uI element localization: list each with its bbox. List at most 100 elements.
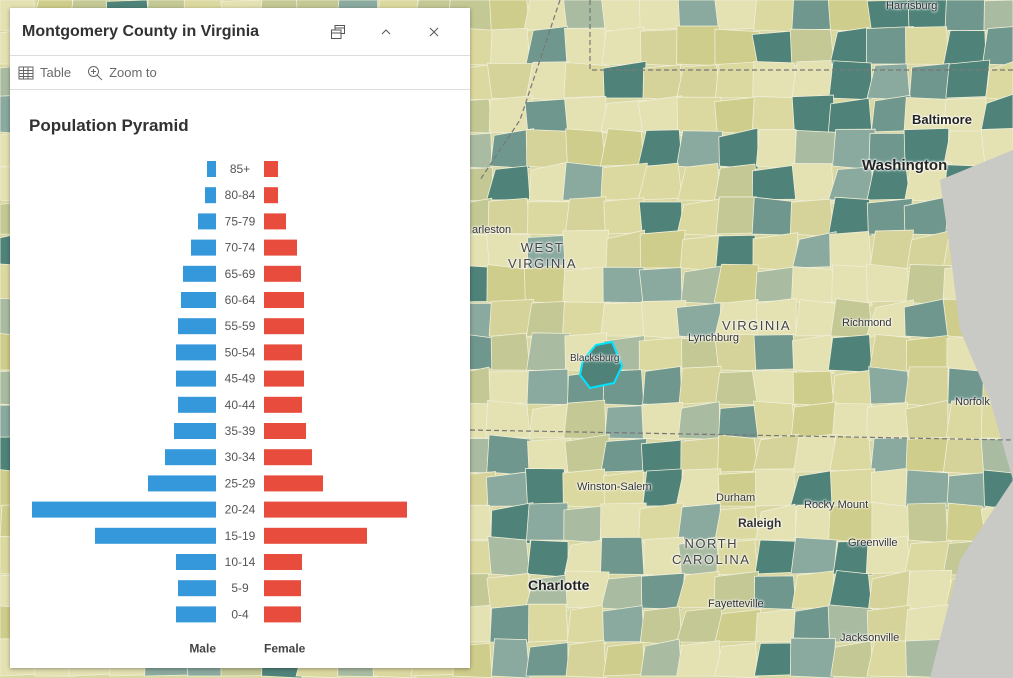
county-shape[interactable] bbox=[715, 61, 759, 99]
county-shape[interactable] bbox=[827, 0, 873, 32]
county-shape[interactable] bbox=[675, 606, 723, 643]
county-shape[interactable] bbox=[676, 25, 721, 67]
county-shape[interactable] bbox=[714, 608, 762, 643]
county-shape[interactable] bbox=[753, 334, 797, 371]
county-shape[interactable] bbox=[564, 27, 607, 69]
county-shape[interactable] bbox=[718, 127, 759, 170]
county-shape[interactable] bbox=[827, 97, 873, 135]
county-shape[interactable] bbox=[600, 536, 645, 575]
female-bar[interactable] bbox=[264, 213, 286, 230]
county-shape[interactable] bbox=[603, 197, 645, 235]
male-bar[interactable] bbox=[205, 187, 216, 204]
county-shape[interactable] bbox=[755, 608, 797, 643]
county-shape[interactable] bbox=[717, 434, 759, 473]
female-bar[interactable] bbox=[264, 396, 302, 413]
county-shape[interactable] bbox=[523, 0, 571, 31]
county-shape[interactable] bbox=[564, 96, 607, 134]
female-bar[interactable] bbox=[264, 265, 301, 282]
county-shape[interactable] bbox=[827, 334, 873, 373]
female-bar[interactable] bbox=[264, 187, 278, 204]
county-shape[interactable] bbox=[488, 371, 532, 405]
female-bar[interactable] bbox=[264, 161, 278, 177]
county-shape[interactable] bbox=[489, 0, 531, 32]
county-shape[interactable] bbox=[791, 60, 835, 100]
county-shape[interactable] bbox=[829, 231, 873, 271]
county-shape[interactable] bbox=[866, 63, 911, 101]
county-shape[interactable] bbox=[599, 128, 645, 167]
county-shape[interactable] bbox=[528, 161, 569, 203]
county-shape[interactable] bbox=[714, 370, 759, 406]
county-shape[interactable] bbox=[866, 637, 912, 678]
county-shape[interactable] bbox=[566, 604, 607, 644]
county-shape[interactable] bbox=[485, 471, 531, 507]
county-shape[interactable] bbox=[677, 0, 721, 31]
county-shape[interactable] bbox=[601, 26, 645, 66]
county-shape[interactable] bbox=[490, 332, 531, 371]
county-shape[interactable] bbox=[526, 368, 569, 405]
county-shape[interactable] bbox=[832, 540, 874, 576]
county-shape[interactable] bbox=[982, 26, 1013, 66]
county-shape[interactable] bbox=[866, 263, 911, 303]
zoom-to-button[interactable]: Zoom to bbox=[87, 65, 157, 81]
male-bar[interactable] bbox=[174, 423, 216, 439]
county-shape[interactable] bbox=[602, 642, 645, 677]
montgomery-county-highlight[interactable] bbox=[578, 340, 624, 390]
county-shape[interactable] bbox=[526, 539, 569, 578]
county-shape[interactable] bbox=[828, 60, 873, 101]
county-shape[interactable] bbox=[637, 129, 683, 167]
county-shape[interactable] bbox=[486, 62, 533, 102]
county-shape[interactable] bbox=[486, 572, 531, 609]
county-shape[interactable] bbox=[641, 401, 683, 442]
male-bar[interactable] bbox=[178, 318, 216, 335]
county-shape[interactable] bbox=[755, 129, 797, 170]
close-button[interactable] bbox=[410, 12, 458, 52]
female-bar[interactable] bbox=[264, 475, 323, 492]
county-shape[interactable] bbox=[524, 98, 569, 133]
county-shape[interactable] bbox=[871, 501, 911, 541]
county-shape[interactable] bbox=[488, 298, 535, 339]
county-shape[interactable] bbox=[600, 301, 647, 337]
female-bar[interactable] bbox=[264, 292, 304, 308]
county-shape[interactable] bbox=[715, 196, 759, 235]
male-bar[interactable] bbox=[178, 580, 216, 597]
female-bar[interactable] bbox=[264, 423, 306, 439]
county-shape[interactable] bbox=[639, 0, 683, 31]
county-shape[interactable] bbox=[563, 62, 610, 99]
county-shape[interactable] bbox=[871, 468, 911, 507]
county-shape[interactable] bbox=[751, 369, 797, 406]
female-bar[interactable] bbox=[264, 370, 304, 387]
table-button[interactable]: Table bbox=[18, 65, 71, 80]
collapse-button[interactable] bbox=[362, 12, 410, 52]
county-shape[interactable] bbox=[752, 61, 797, 99]
county-shape[interactable] bbox=[487, 536, 531, 578]
county-shape[interactable] bbox=[525, 26, 569, 68]
county-shape[interactable] bbox=[792, 334, 835, 375]
county-shape[interactable] bbox=[677, 163, 721, 201]
county-shape[interactable] bbox=[791, 94, 835, 134]
county-shape[interactable] bbox=[489, 603, 534, 644]
county-shape[interactable] bbox=[642, 366, 683, 407]
county-shape[interactable] bbox=[905, 436, 951, 473]
county-shape[interactable] bbox=[944, 0, 987, 34]
county-shape[interactable] bbox=[791, 163, 835, 205]
county-shape[interactable] bbox=[640, 572, 685, 610]
county-shape[interactable] bbox=[791, 570, 835, 609]
county-shape[interactable] bbox=[638, 201, 683, 235]
county-shape[interactable] bbox=[490, 128, 535, 169]
county-shape[interactable] bbox=[945, 59, 991, 99]
county-shape[interactable] bbox=[754, 539, 798, 575]
county-shape[interactable] bbox=[831, 264, 873, 307]
male-bar[interactable] bbox=[176, 554, 216, 570]
county-shape[interactable] bbox=[794, 129, 836, 167]
male-bar[interactable] bbox=[198, 213, 216, 230]
county-shape[interactable] bbox=[640, 638, 683, 677]
county-shape[interactable] bbox=[562, 266, 607, 307]
female-bar[interactable] bbox=[264, 527, 367, 544]
county-shape[interactable] bbox=[943, 30, 987, 66]
county-shape[interactable] bbox=[714, 0, 759, 31]
county-shape[interactable] bbox=[905, 26, 949, 65]
county-shape[interactable] bbox=[789, 28, 835, 65]
county-shape[interactable] bbox=[714, 96, 759, 135]
county-shape[interactable] bbox=[713, 263, 759, 306]
county-shape[interactable] bbox=[754, 266, 797, 303]
